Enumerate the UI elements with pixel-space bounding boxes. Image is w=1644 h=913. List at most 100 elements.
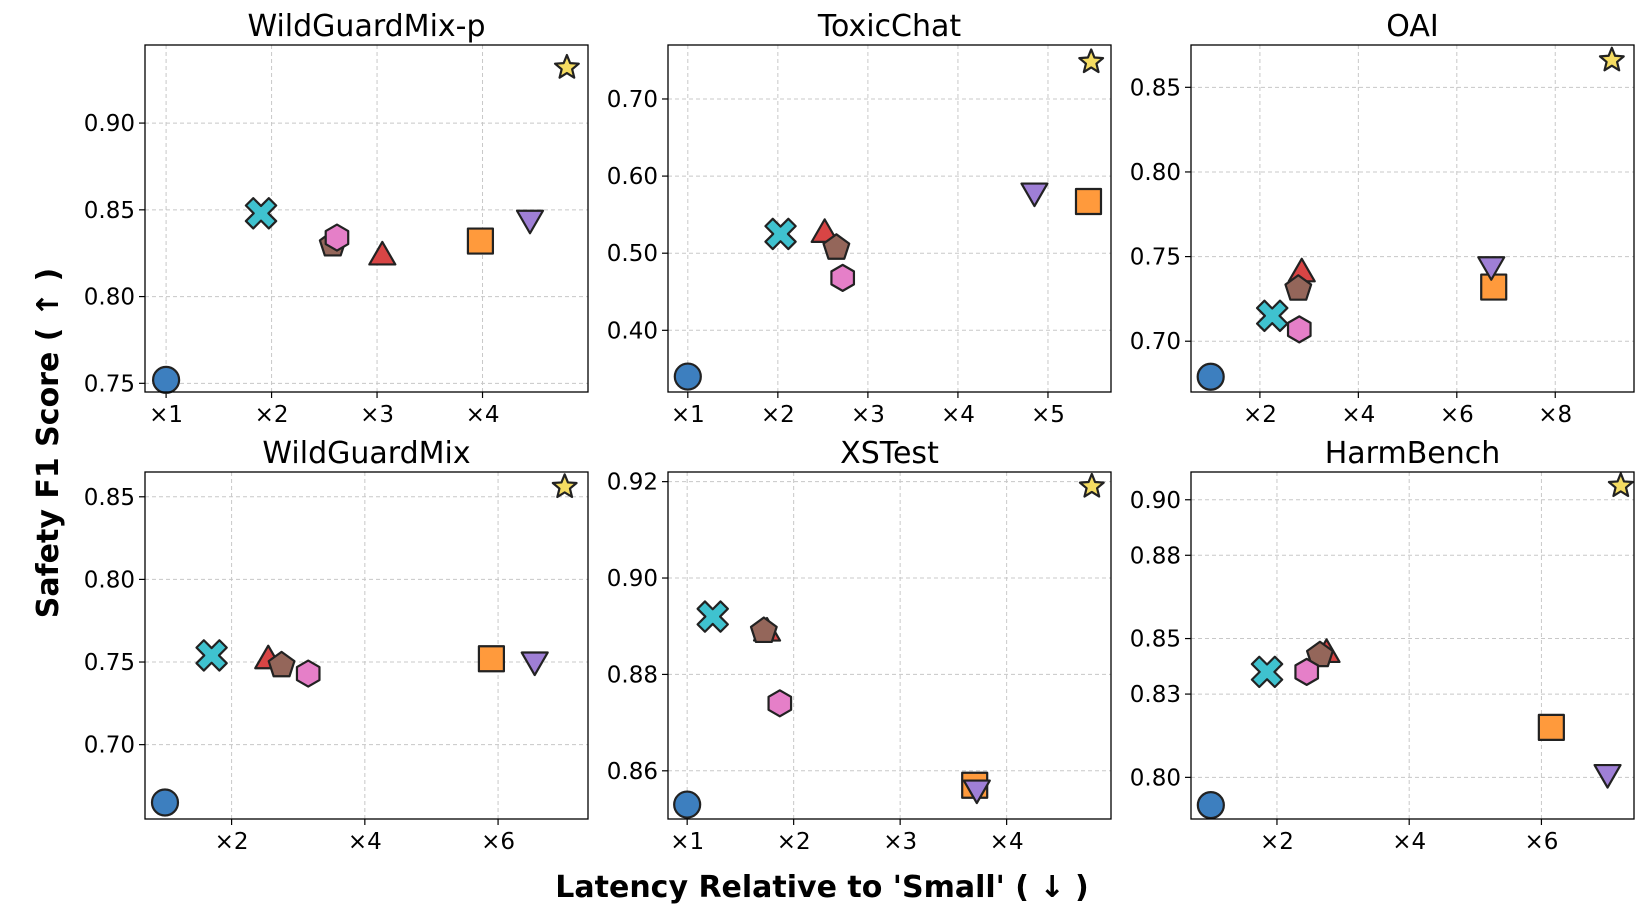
x-tick-label: ×8	[1538, 402, 1572, 428]
subplot-title: WildGuardMix-p	[247, 9, 485, 44]
subplot-title: HarmBench	[1325, 436, 1501, 471]
x-axis-label: Latency Relative to 'Small' ( ↓ )	[555, 870, 1088, 905]
y-tick-label: 0.85	[84, 198, 135, 224]
point-hexagon	[324, 223, 350, 252]
x-tick-label: ×2	[215, 829, 249, 855]
y-tick-label: 0.86	[607, 759, 658, 785]
subplot-title: XSTest	[840, 436, 939, 471]
y-tick-label: 0.88	[607, 662, 658, 688]
point-triangle	[368, 240, 397, 266]
point-triangle-down	[1020, 182, 1049, 208]
point-triangle-down	[515, 209, 545, 235]
x-tick-label: ×2	[777, 829, 811, 855]
point-square	[1537, 713, 1565, 741]
y-tick-label: 0.75	[84, 650, 135, 676]
point-triangle-down	[962, 779, 991, 805]
point-star	[551, 473, 578, 499]
y-tick-label: 0.90	[607, 566, 658, 592]
plot-frame	[667, 471, 1112, 820]
point-x	[696, 600, 729, 633]
point-hexagon	[1294, 657, 1320, 686]
y-tick-label: 0.88	[1130, 543, 1181, 569]
x-tick-label: ×6	[1524, 829, 1558, 855]
point-square	[1074, 187, 1103, 216]
y-tick-label: 0.70	[84, 733, 135, 759]
point-square	[466, 227, 495, 255]
x-tick-label: ×1	[670, 829, 704, 855]
x-tick-label: ×3	[851, 402, 885, 428]
point-x	[1255, 299, 1289, 333]
point-square	[1480, 273, 1508, 301]
point-star	[1607, 472, 1634, 498]
subplot-toxicchat: ToxicChat ×1 ×2 ×3 ×4 ×5 0.40 0.50 0.60 0.70	[607, 9, 1112, 428]
y-tick-label: 0.92	[607, 470, 658, 496]
plot-frame	[144, 44, 589, 393]
point-x	[764, 217, 797, 251]
plot-frame	[667, 44, 1112, 393]
subplot-title: ToxicChat	[817, 9, 962, 44]
x-tick-label: ×5	[1031, 402, 1065, 428]
point-x	[1250, 655, 1284, 689]
point-star	[1078, 472, 1105, 498]
y-tick-label: 0.80	[1130, 765, 1181, 791]
plot-frame	[144, 471, 589, 820]
x-tick-label: ×4	[1341, 402, 1375, 428]
y-tick-label: 0.75	[1130, 245, 1181, 271]
point-circle	[151, 365, 181, 394]
y-tick-label: 0.50	[607, 241, 658, 267]
point-hexagon	[767, 689, 793, 718]
x-tick-label: ×4	[1392, 829, 1426, 855]
point-circle	[673, 790, 702, 819]
point-pentagon	[749, 616, 778, 644]
point-hexagon	[830, 263, 856, 292]
point-circle	[150, 788, 180, 817]
plot-frame	[1190, 44, 1635, 393]
subplot-wildguardmix: WildGuardMix ×2 ×4 ×6 0.70 0.75 0.80 0.85	[84, 436, 589, 855]
y-tick-label: 0.90	[1130, 488, 1181, 514]
x-tick-label: ×3	[360, 402, 394, 428]
x-tick-label: ×6	[481, 829, 515, 855]
point-star	[1598, 46, 1625, 72]
point-circle	[673, 362, 702, 391]
y-tick-label: 0.75	[84, 371, 135, 397]
y-tick-label: 0.60	[607, 164, 658, 190]
x-tick-label: ×2	[1260, 829, 1294, 855]
y-tick-label: 0.85	[1130, 627, 1181, 653]
x-tick-label: ×2	[761, 402, 795, 428]
x-tick-label: ×3	[883, 829, 917, 855]
y-axis-label: Safety F1 Score ( ↑ )	[31, 268, 66, 618]
x-tick-label: ×4	[941, 402, 975, 428]
x-tick-label: ×2	[1243, 402, 1277, 428]
subplot-grid: WildGuardMix-p ×1 ×2 ×3 ×4 0.75 0.80 0.85 0.90 To…	[84, 9, 1635, 855]
y-tick-label: 0.80	[1130, 160, 1181, 186]
y-tick-label: 0.80	[84, 567, 135, 593]
y-tick-label: 0.85	[84, 485, 135, 511]
point-x	[244, 197, 278, 230]
y-tick-label: 0.80	[84, 285, 135, 311]
y-tick-label: 0.70	[607, 87, 658, 113]
point-triangle-down	[1477, 256, 1506, 281]
y-tick-label: 0.70	[1130, 329, 1181, 355]
y-tick-label: 0.40	[607, 318, 658, 344]
subplot-oai: OAI ×2 ×4 ×6 ×8 0.70 0.75 0.80 0.85	[1130, 9, 1635, 428]
subplot-title: OAI	[1386, 9, 1438, 44]
y-tick-label: 0.90	[84, 111, 135, 137]
x-tick-label: ×6	[1440, 402, 1474, 428]
x-tick-label: ×4	[466, 402, 500, 428]
point-triangle-down	[520, 651, 549, 677]
point-pentagon	[1284, 274, 1313, 301]
x-tick-label: ×4	[990, 829, 1024, 855]
point-circle	[1196, 362, 1225, 391]
subplot-xstest: XSTest ×1 ×2 ×3 ×4 0.86 0.88 0.90 0.92	[607, 436, 1112, 855]
point-x	[195, 639, 228, 672]
x-tick-label: ×1	[671, 402, 705, 428]
point-pentagon	[822, 233, 851, 260]
x-tick-label: ×1	[149, 402, 183, 428]
point-circle	[1196, 791, 1225, 820]
point-hexagon	[295, 659, 321, 688]
point-pentagon	[267, 650, 296, 678]
x-tick-label: ×4	[348, 829, 382, 855]
point-star	[1078, 48, 1105, 74]
point-hexagon	[1286, 315, 1312, 344]
